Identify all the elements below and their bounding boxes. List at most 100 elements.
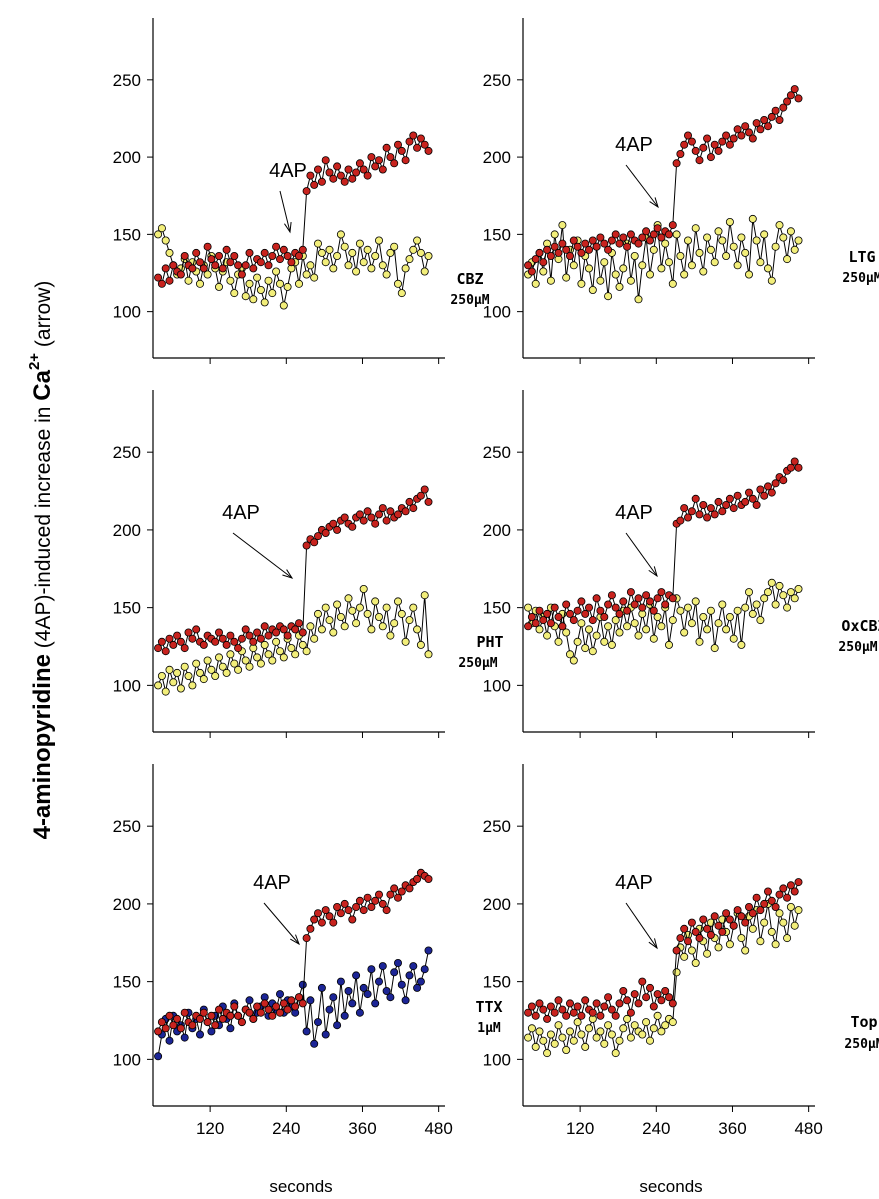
data-point-red	[642, 591, 651, 600]
data-point-yellow	[691, 224, 700, 233]
y-tick-label: 150	[483, 225, 511, 244]
annotation-arrowhead	[282, 569, 294, 579]
data-point-red	[390, 159, 399, 168]
data-point-yellow	[569, 261, 578, 270]
data-point-blue	[401, 996, 410, 1005]
data-point-red	[634, 239, 643, 248]
data-point-red	[397, 887, 406, 896]
data-point-red	[756, 906, 765, 915]
data-point-red	[767, 488, 776, 497]
data-point-yellow	[775, 581, 784, 590]
data-point-red	[733, 906, 742, 915]
data-point-red	[382, 143, 391, 152]
data-point-red	[367, 513, 376, 522]
data-point-yellow	[367, 625, 376, 634]
data-point-yellow	[192, 659, 201, 668]
data-point-red	[176, 637, 185, 646]
data-point-yellow	[524, 603, 533, 612]
data-point-red	[214, 1005, 223, 1014]
data-point-yellow	[214, 653, 223, 662]
data-point-yellow	[253, 653, 262, 662]
data-point-red	[592, 999, 601, 1008]
data-point-yellow	[764, 264, 773, 273]
data-point-red	[371, 519, 380, 528]
data-point-red	[371, 162, 380, 171]
data-point-red	[237, 1018, 246, 1027]
panel-cbz: 100 150 200 250 4AP CBZ 250µM	[113, 18, 490, 364]
data-point-blue	[325, 1005, 334, 1014]
data-point-yellow	[393, 597, 402, 606]
data-point-yellow	[562, 628, 571, 637]
data-point-red	[382, 516, 391, 525]
data-point-yellow	[604, 622, 613, 631]
data-point-yellow	[592, 1033, 601, 1042]
data-point-red	[680, 504, 689, 513]
data-point-red	[340, 899, 349, 908]
drug-label: LTG	[848, 248, 875, 266]
data-point-yellow	[566, 650, 575, 659]
y-tick-label: 100	[483, 303, 511, 322]
data-point-yellow	[558, 221, 567, 230]
data-point-red	[790, 85, 799, 94]
data-point-yellow	[790, 921, 799, 930]
data-point-yellow	[657, 622, 666, 631]
data-point-red	[634, 999, 643, 1008]
data-point-red	[691, 146, 700, 155]
data-point-red	[336, 909, 345, 918]
data-point-yellow	[794, 236, 803, 245]
data-point-blue	[310, 1039, 319, 1048]
data-point-yellow	[630, 619, 639, 628]
data-point-red	[374, 156, 383, 165]
data-point-yellow	[680, 628, 689, 637]
data-point-yellow	[646, 270, 655, 279]
data-point-blue	[165, 1036, 174, 1045]
concentration-label: 250µM	[842, 271, 879, 286]
data-point-yellow	[397, 289, 406, 298]
data-point-red	[558, 622, 567, 631]
data-point-red	[268, 251, 277, 260]
data-point-yellow	[424, 650, 433, 659]
data-point-yellow	[420, 591, 429, 600]
data-point-red	[264, 261, 273, 270]
data-point-red	[752, 500, 761, 509]
data-point-red	[722, 131, 731, 140]
data-point-yellow	[264, 276, 273, 285]
data-point-red	[260, 622, 269, 631]
data-point-red	[604, 245, 613, 254]
data-point-blue	[348, 999, 357, 1008]
data-point-red	[382, 906, 391, 915]
data-point-yellow	[581, 644, 590, 653]
data-point-yellow	[344, 261, 353, 270]
data-point-red	[722, 500, 731, 509]
data-point-red	[657, 233, 666, 242]
data-point-red	[355, 896, 364, 905]
data-point-red	[230, 1002, 239, 1011]
data-point-yellow	[718, 236, 727, 245]
data-point-red	[386, 507, 395, 516]
data-point-red	[409, 131, 418, 140]
data-point-red	[596, 606, 605, 615]
data-point-red	[176, 1024, 185, 1033]
data-point-blue	[344, 987, 353, 996]
data-point-red	[691, 927, 700, 936]
data-point-red	[600, 613, 609, 622]
data-point-red	[272, 1002, 281, 1011]
data-point-red	[604, 600, 613, 609]
y-tick-label: 200	[113, 521, 141, 540]
data-point-red	[573, 242, 582, 251]
data-point-red	[241, 625, 250, 634]
data-point-yellow	[199, 675, 208, 684]
data-point-yellow	[649, 245, 658, 254]
data-point-red	[154, 644, 163, 653]
data-point-yellow	[180, 662, 189, 671]
y-tick-label: 150	[483, 973, 511, 992]
data-point-red	[363, 171, 372, 180]
data-point-red	[703, 924, 712, 933]
drug-label: OxCBZ	[841, 617, 879, 635]
data-point-red	[237, 270, 246, 279]
data-point-yellow	[737, 640, 746, 649]
data-point-yellow	[393, 279, 402, 288]
data-point-red	[626, 230, 635, 239]
panel-ttx: 100 150 200 250 120 240 360 480 seconds 4AP TTX 1µM	[113, 764, 503, 1196]
data-point-red	[786, 881, 795, 890]
